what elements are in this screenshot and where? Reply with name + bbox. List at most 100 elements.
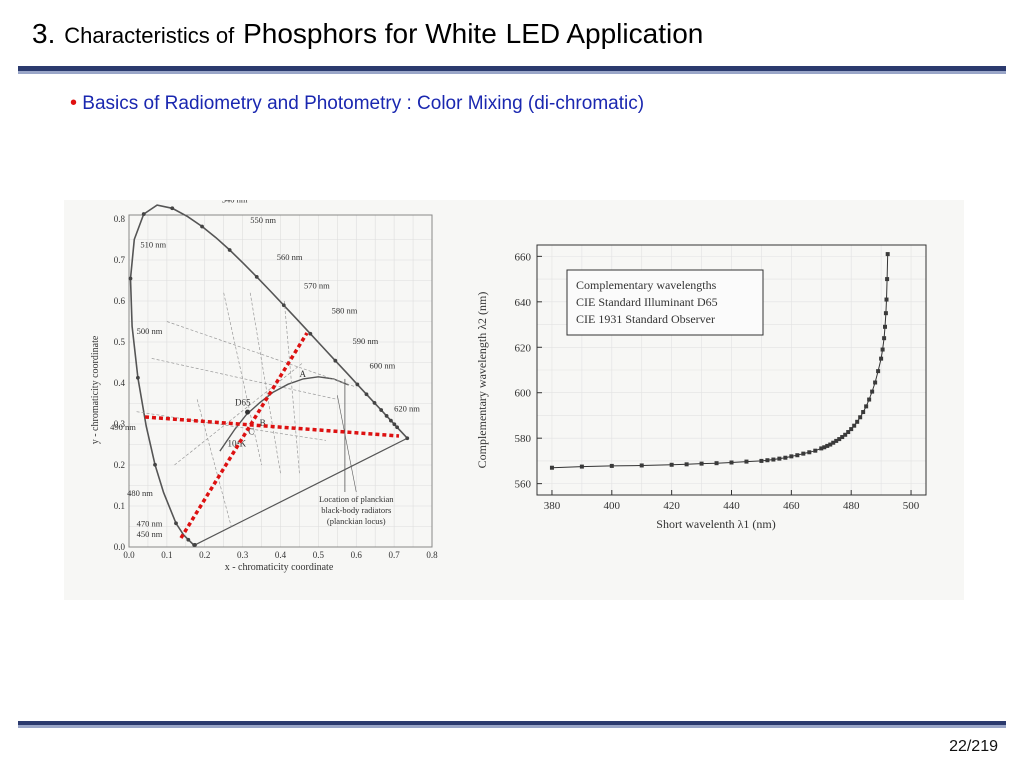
title-rule <box>18 66 1006 71</box>
red-dotted-overlay-lines <box>144 332 400 539</box>
cie-y-tick-label: 0.0 <box>114 542 126 552</box>
chart-data-point <box>819 446 824 451</box>
chart-legend-line: CIE 1931 Standard Observer <box>576 312 715 326</box>
bullet-text: Basics of Radiometry and Photometry : Co… <box>82 93 645 114</box>
title-part3: LED Application <box>505 18 704 49</box>
chart-data-point <box>777 456 782 461</box>
chart-data-point <box>883 324 888 329</box>
chart-data-point <box>807 450 812 455</box>
chart-data-point <box>801 451 806 456</box>
cie-x-tick-label: 0.5 <box>313 550 325 560</box>
chart-data-point <box>771 457 776 462</box>
footer-rule <box>18 721 1006 725</box>
chart-data-point <box>879 356 884 361</box>
cie-y-tick-label: 0.1 <box>114 501 125 511</box>
planckian-annotation: (planckian locus) <box>327 516 386 526</box>
wavelength-label: 510 nm <box>140 240 166 250</box>
title-number: 3. <box>32 18 56 49</box>
chart-legend-box <box>566 269 764 336</box>
chart-x-tick-label: 400 <box>604 500 621 512</box>
chart-data-point <box>846 430 851 435</box>
wavelength-label: 540 nm <box>222 200 248 205</box>
chart-data-point <box>684 462 689 467</box>
wavelength-label: 480 nm <box>127 488 153 498</box>
chart-y-tick-label: 600 <box>515 388 532 400</box>
wavelength-label: 600 nm <box>370 361 396 371</box>
cie-y-tick-label: 0.5 <box>114 337 126 347</box>
chart-data-point <box>852 423 857 428</box>
wavelength-label: 570 nm <box>304 281 330 291</box>
chart-data-point <box>884 297 889 302</box>
chart-data-point <box>765 458 770 463</box>
illuminant-label: B <box>260 418 266 428</box>
wavelength-label: 490 nm <box>110 422 136 432</box>
chart-data-point <box>855 419 860 424</box>
chart-y-axis-label: Complementary wavelength λ2 (nm) <box>475 292 489 469</box>
chart-data-point <box>639 463 644 468</box>
planckian-locus-curve <box>219 376 349 452</box>
chart-data-point <box>729 460 734 465</box>
illuminant-label: D65 <box>235 398 251 408</box>
cie-x-axis-label: x - chromaticity coordinate <box>225 562 334 573</box>
chart-legend-line: Complementary wavelengths <box>576 278 717 292</box>
planckian-annotation: black-body radiators <box>321 505 391 515</box>
chart-data-point <box>579 464 584 469</box>
chart-data-point <box>699 461 704 466</box>
chart-y-tick-label: 620 <box>515 342 532 354</box>
cie-diagram: 0.0 0.1 0.2 0.3 0.4 0.5 0.6 0.7 0.8 0.0 0.1 0.2 0.3… <box>90 200 438 573</box>
chart-data-point <box>834 438 839 443</box>
chart-x-tick-label: 420 <box>663 500 680 512</box>
cie-y-tick-label: 0.8 <box>114 214 126 224</box>
complementary-wavelength-chart: 380 400 420 440 460 480 500 560 580 600 620 640 660… <box>475 244 927 531</box>
cie-y-tick-label: 0.6 <box>114 296 126 306</box>
chart-data-point <box>849 427 854 432</box>
title-part1: Characteristics of <box>64 23 235 48</box>
chart-data-point <box>843 432 848 437</box>
chart-data-point <box>609 463 614 468</box>
chart-data-point <box>549 465 554 470</box>
wavelength-label: 450 nm <box>137 529 163 539</box>
bullet-item: • Basics of Radiometry and Photometry : … <box>70 92 644 115</box>
chart-data-point <box>882 336 887 341</box>
chart-data-point <box>828 442 833 447</box>
chart-data-point <box>744 459 749 464</box>
cie-x-tick-label: 0.3 <box>237 550 249 560</box>
chart-data-point <box>822 445 827 450</box>
chart-data-point <box>669 462 674 467</box>
wavelength-label: 580 nm <box>332 305 358 315</box>
illuminant-label: 10⁴K <box>227 439 246 449</box>
chart-data-point <box>861 410 866 415</box>
cie-x-tick-label: 0.2 <box>199 550 210 560</box>
title-rule-shadow <box>18 71 1006 74</box>
chart-x-axis-label: Short wavelenth λ1 (nm) <box>656 517 775 531</box>
chart-data-point <box>789 454 794 459</box>
illuminant-label: A <box>299 369 306 379</box>
cie-x-tick-label: 0.4 <box>275 550 287 560</box>
chart-data-point <box>840 435 845 440</box>
chart-y-tick-label: 580 <box>515 433 532 445</box>
chart-x-tick-label: 440 <box>723 500 740 512</box>
scanned-figure: 0.0 0.1 0.2 0.3 0.4 0.5 0.6 0.7 0.8 0.0 0.1 0.2 0.3… <box>64 200 964 600</box>
chart-data-point <box>858 415 863 420</box>
chart-legend-line: CIE Standard Illuminant D65 <box>576 295 718 309</box>
cie-x-tick-label: 0.0 <box>123 550 135 560</box>
chart-data-point <box>837 437 842 442</box>
chart-x-tick-label: 480 <box>843 500 860 512</box>
chart-data-point <box>825 443 830 448</box>
cie-y-axis-label: y - chromaticity coordinate <box>90 335 101 444</box>
cie-x-tick-label: 0.7 <box>389 550 401 560</box>
chart-data-point <box>880 347 885 352</box>
chart-data-point <box>795 453 800 458</box>
chart-data-point <box>813 448 818 453</box>
cie-x-tick-label: 0.1 <box>161 550 172 560</box>
cie-y-tick-label: 0.2 <box>114 460 125 470</box>
wavelength-label: 560 nm <box>277 252 303 262</box>
chart-data-point <box>885 277 890 282</box>
title-part2: Phosphors for White <box>243 18 497 49</box>
chart-data-point <box>831 440 836 445</box>
cie-y-tick-label: 0.7 <box>114 255 126 265</box>
slide-title: 3. Characteristics of Phosphors for Whit… <box>32 14 703 51</box>
chart-data-point <box>714 461 719 466</box>
chart-y-tick-label: 560 <box>515 479 532 491</box>
wavelength-label: 550 nm <box>250 215 276 225</box>
